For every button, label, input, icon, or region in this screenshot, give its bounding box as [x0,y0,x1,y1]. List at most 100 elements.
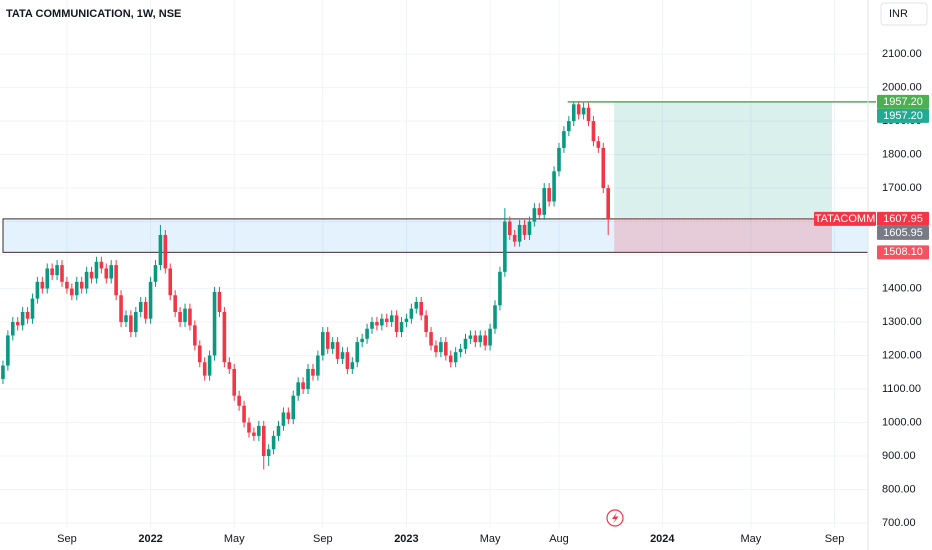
candle-body [35,281,40,299]
candle-body [365,328,369,339]
price-label: 1508.10 [883,246,923,258]
symbol-label-box [814,211,876,226]
candle-body [50,268,54,276]
candle-body [232,368,237,396]
candle-body [522,224,527,235]
candle-body [424,315,428,333]
candle-body [15,322,20,326]
candle-body [291,395,296,420]
candle-body [99,261,104,269]
candle-body [168,268,173,296]
x-tick-label: May [740,533,761,545]
candle-body [257,425,261,436]
candle-body [74,281,79,296]
candle-body [404,318,409,323]
candle-body [360,338,364,343]
candle-body [158,234,163,266]
candle-body [79,281,84,289]
candle-body [601,147,606,189]
candle-body [40,281,45,289]
candle-body [542,188,547,215]
candle-body [350,362,355,369]
candle-body [370,322,374,329]
candle-body [242,405,246,423]
candle-body [468,335,473,339]
candle-body [389,315,394,323]
loss-area [614,218,832,253]
support-zone [2,218,869,253]
candle-body [10,322,15,336]
candle-body [261,425,266,456]
price-label-box [877,108,929,123]
x-tick-label: Sep [57,533,77,545]
candle-body [596,141,601,148]
currency-button[interactable] [880,2,928,26]
candle-body [25,311,30,319]
plot [0,0,869,528]
candle-body [70,288,74,296]
candle-body [316,355,320,376]
candle-body [507,221,512,235]
candle-body [124,315,128,323]
candle-body [222,311,227,363]
candle-body [380,318,384,326]
candle-body [207,355,212,376]
y-tick-label: 2000.00 [882,82,922,94]
candle-body [55,265,59,276]
candle-body [483,335,487,346]
x-tick-label: 2024 [650,533,675,545]
candle-body [301,382,305,390]
candle-body [311,368,315,376]
candle-body [286,412,291,420]
candle-body [6,335,10,366]
candle-body [320,332,325,356]
candle-body [330,342,335,349]
candle-body [163,234,168,269]
candle-body [527,221,532,235]
x-tick-label: Sep [313,533,333,545]
candle-body [104,268,109,279]
y-tick-label: 800.00 [882,483,916,495]
y-tick-label: 2100.00 [882,48,922,60]
candle-body [276,425,281,436]
price-label: 1957.20 [883,110,923,122]
candle-body [503,221,507,272]
candle-body [306,368,310,390]
candle-body [606,188,610,219]
candle-body [173,295,177,312]
candle-body [429,332,433,346]
y-tick-label: 1800.00 [882,148,922,160]
candle-body [444,342,448,356]
candle-body [94,261,99,279]
candle-body [281,412,286,426]
currency[interactable]: INR [889,8,908,20]
candle-body [488,328,492,346]
price-label: 1957.20 [883,96,923,108]
candle-body [458,348,463,353]
candle-body [414,301,419,309]
candle-body [271,435,276,450]
candle-body [562,131,566,148]
candle-body [129,315,133,333]
y-tick-label: 900.00 [882,450,916,462]
x-tick-label: May [480,533,501,545]
candle-body [571,104,576,122]
candle-body [148,281,153,319]
candle-body [576,104,581,115]
candle-body [498,271,502,306]
candle-body [409,308,414,319]
candle-body [153,265,158,282]
candle-body [581,107,586,115]
candle-body [296,382,300,396]
candle-body [212,291,217,356]
y-tick-label: 1000.00 [882,416,922,428]
lightning-icon[interactable] [606,509,624,527]
candle-body [65,281,69,289]
price-label: 1605.95 [883,227,923,239]
candle-body [517,224,522,242]
candle-body [453,352,458,363]
candle-body [237,395,241,406]
candle-body [138,301,143,312]
